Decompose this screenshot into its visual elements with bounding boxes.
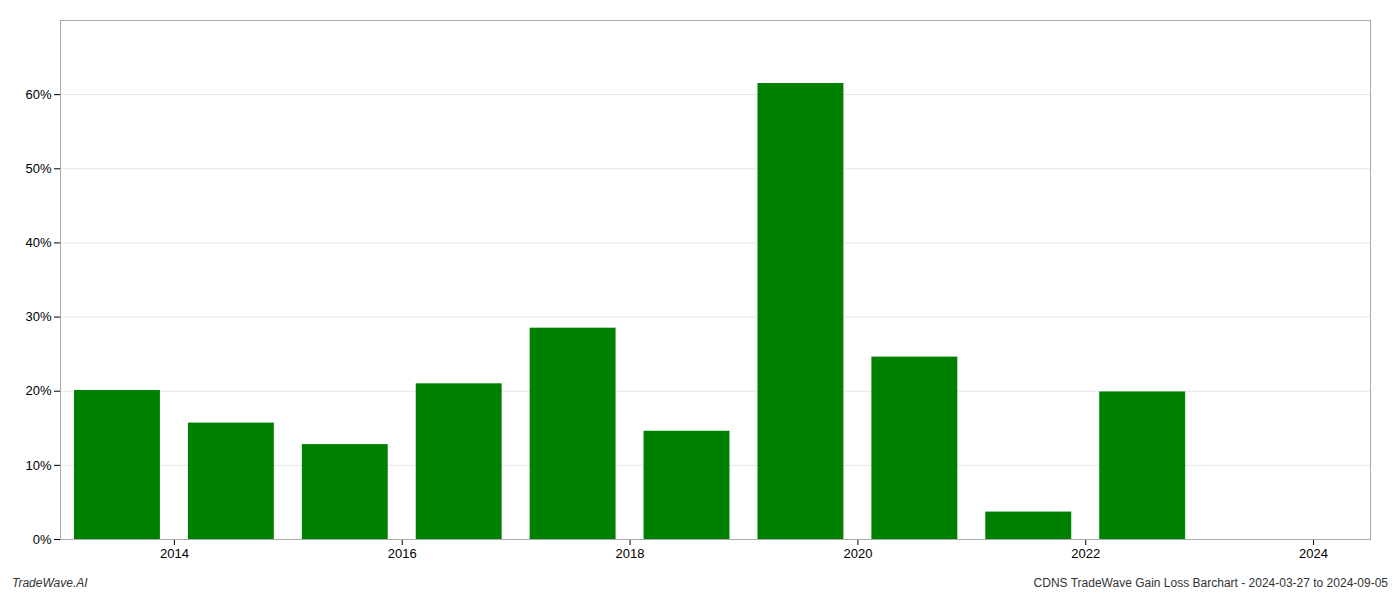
html-text:CDNS TradeWave Gain Loss Barch: CDNS TradeWave Gain Loss Barchart - 2024… <box>1033 576 1388 590</box>
svg-text:40%: 40% <box>25 235 51 250</box>
svg-text:20%: 20% <box>25 383 51 398</box>
svg-text:30%: 30% <box>25 309 51 324</box>
svg-text:2022: 2022 <box>1071 546 1100 561</box>
svg-text:2014: 2014 <box>160 546 189 561</box>
svg-text:60%: 60% <box>25 87 51 102</box>
svg-text:0%: 0% <box>33 532 52 547</box>
svg-text:2018: 2018 <box>616 546 645 561</box>
svg-text:10%: 10% <box>25 458 51 473</box>
html-text:TradeWave.AI: TradeWave.AI <box>12 576 88 590</box>
svg-text:50%: 50% <box>25 161 51 176</box>
svg-text:2020: 2020 <box>843 546 872 561</box>
svg-text:2016: 2016 <box>388 546 417 561</box>
svg-text:2024: 2024 <box>1299 546 1328 561</box>
